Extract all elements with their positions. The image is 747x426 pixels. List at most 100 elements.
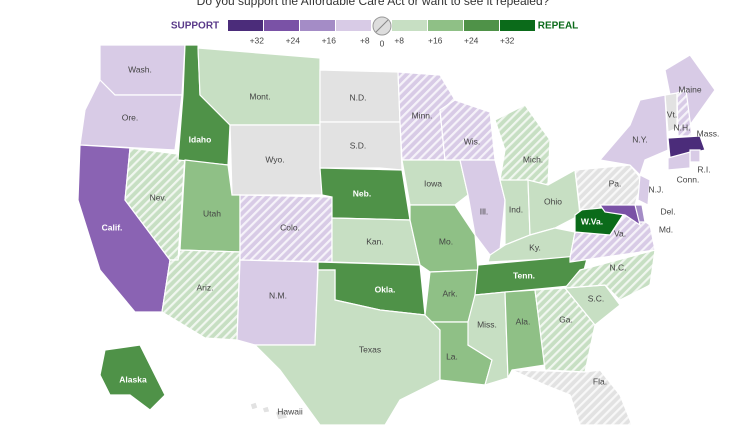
state [667, 151, 691, 171]
state-hatch [398, 72, 455, 160]
state-label: Colo. [280, 222, 300, 232]
legend-swatch [428, 20, 463, 31]
legend-swatch [500, 20, 535, 31]
legend: +32 +24 +16 +8 0 +8 +16 +24 +32 [228, 16, 535, 48]
state-label: Texas [359, 344, 381, 354]
state [319, 121, 403, 171]
state-label: S.D. [350, 140, 367, 150]
states: Wash. Ore. Calif. Nev. Idaho Mont. Wyo. Utah Col… [77, 44, 720, 426]
map-title: Do you support the Affordable Care Act o… [197, 0, 550, 8]
legend-label: 0 [380, 38, 385, 48]
state-label: Va. [614, 228, 626, 238]
state-label: Ore. [122, 112, 139, 122]
state-label: Ohio [544, 196, 562, 206]
legend-label: +32 [250, 35, 265, 45]
state-label: Alaska [119, 374, 147, 384]
state-label: Idaho [189, 134, 212, 144]
state-label: Wyo. [265, 154, 284, 164]
state-hatch [240, 195, 332, 262]
state-label: Mont. [249, 91, 270, 101]
legend-label: +8 [360, 35, 370, 45]
state-label: Vt. [667, 109, 677, 119]
state-hatch [677, 90, 692, 136]
state-label: Ala. [516, 316, 531, 326]
state-label: Mo. [439, 236, 453, 246]
state-label: Neb. [353, 188, 371, 198]
state-label: Del. [660, 206, 675, 216]
legend-label: +32 [500, 35, 515, 45]
state-label: R.I. [697, 164, 710, 174]
state [598, 204, 641, 227]
state-label: Maine [678, 84, 701, 94]
state [664, 92, 678, 133]
state-label: Ill. [480, 206, 489, 216]
state-label: Miss. [477, 319, 497, 329]
legend-label: +16 [322, 35, 337, 45]
state-label: Ga. [559, 314, 573, 324]
state-label: Calif. [102, 222, 123, 232]
legend-swatch [464, 20, 499, 31]
state-label: Ariz. [197, 282, 214, 292]
state [249, 401, 289, 421]
state-label: N.J. [648, 184, 663, 194]
state-label: S.C. [588, 293, 605, 303]
state-label: Fla. [593, 376, 607, 386]
state-label: Hawaii [277, 406, 303, 416]
state-hatch [565, 250, 655, 300]
state-label: Pa. [609, 178, 622, 188]
legend-label: +24 [464, 35, 479, 45]
state-label: N.Y. [632, 134, 647, 144]
legend-repeal: REPEAL [538, 21, 579, 32]
state-label: N.C. [610, 262, 627, 272]
legend-swatch [300, 20, 335, 31]
state-label: N.M. [269, 290, 287, 300]
state-label: Mass. [697, 128, 720, 138]
state [487, 227, 576, 263]
state-label: N.D. [350, 92, 367, 102]
state-label: Wis. [464, 136, 481, 146]
legend-swatch [228, 20, 263, 31]
legend-swatch [264, 20, 299, 31]
state [689, 149, 701, 163]
state-label: Md. [659, 224, 673, 234]
state [504, 289, 546, 379]
state [667, 135, 706, 159]
legend-swatch [392, 20, 427, 31]
legend-support: SUPPORT [171, 21, 219, 32]
state-hatch [495, 105, 550, 185]
state-hatch [162, 250, 240, 340]
state [637, 174, 651, 206]
state [236, 259, 319, 346]
legend-center-slash [375, 19, 389, 33]
legend-label: +24 [286, 35, 301, 45]
state-label: Ky. [529, 242, 541, 252]
state-hatch [570, 210, 655, 262]
state-label: Conn. [677, 174, 700, 184]
state-label: Nev. [150, 192, 167, 202]
state-label: Wash. [128, 64, 152, 74]
state-label: Utah [203, 208, 221, 218]
state-label: Minn. [412, 110, 433, 120]
state-hatch [440, 100, 495, 160]
state-label: W.Va. [581, 216, 603, 226]
state [99, 344, 166, 411]
state-label: Tenn. [513, 270, 535, 280]
state-label: Kan. [366, 236, 384, 246]
state-hatch [535, 288, 595, 372]
legend-label: +8 [394, 35, 404, 45]
state-label: N.H. [674, 122, 691, 132]
state-hatch [125, 148, 185, 260]
state-label: Iowa [424, 178, 442, 188]
state [79, 78, 183, 151]
legend-swatch [336, 20, 371, 31]
state [598, 94, 669, 177]
state-label: Ark. [442, 288, 457, 298]
state-label: Mich. [523, 154, 543, 164]
legend-label: +16 [428, 35, 443, 45]
state-hatch [512, 370, 632, 425]
state-label: Ind. [509, 204, 523, 214]
state-label: La. [446, 351, 458, 361]
state-hatch [575, 165, 642, 210]
state-label: Okla. [375, 284, 396, 294]
